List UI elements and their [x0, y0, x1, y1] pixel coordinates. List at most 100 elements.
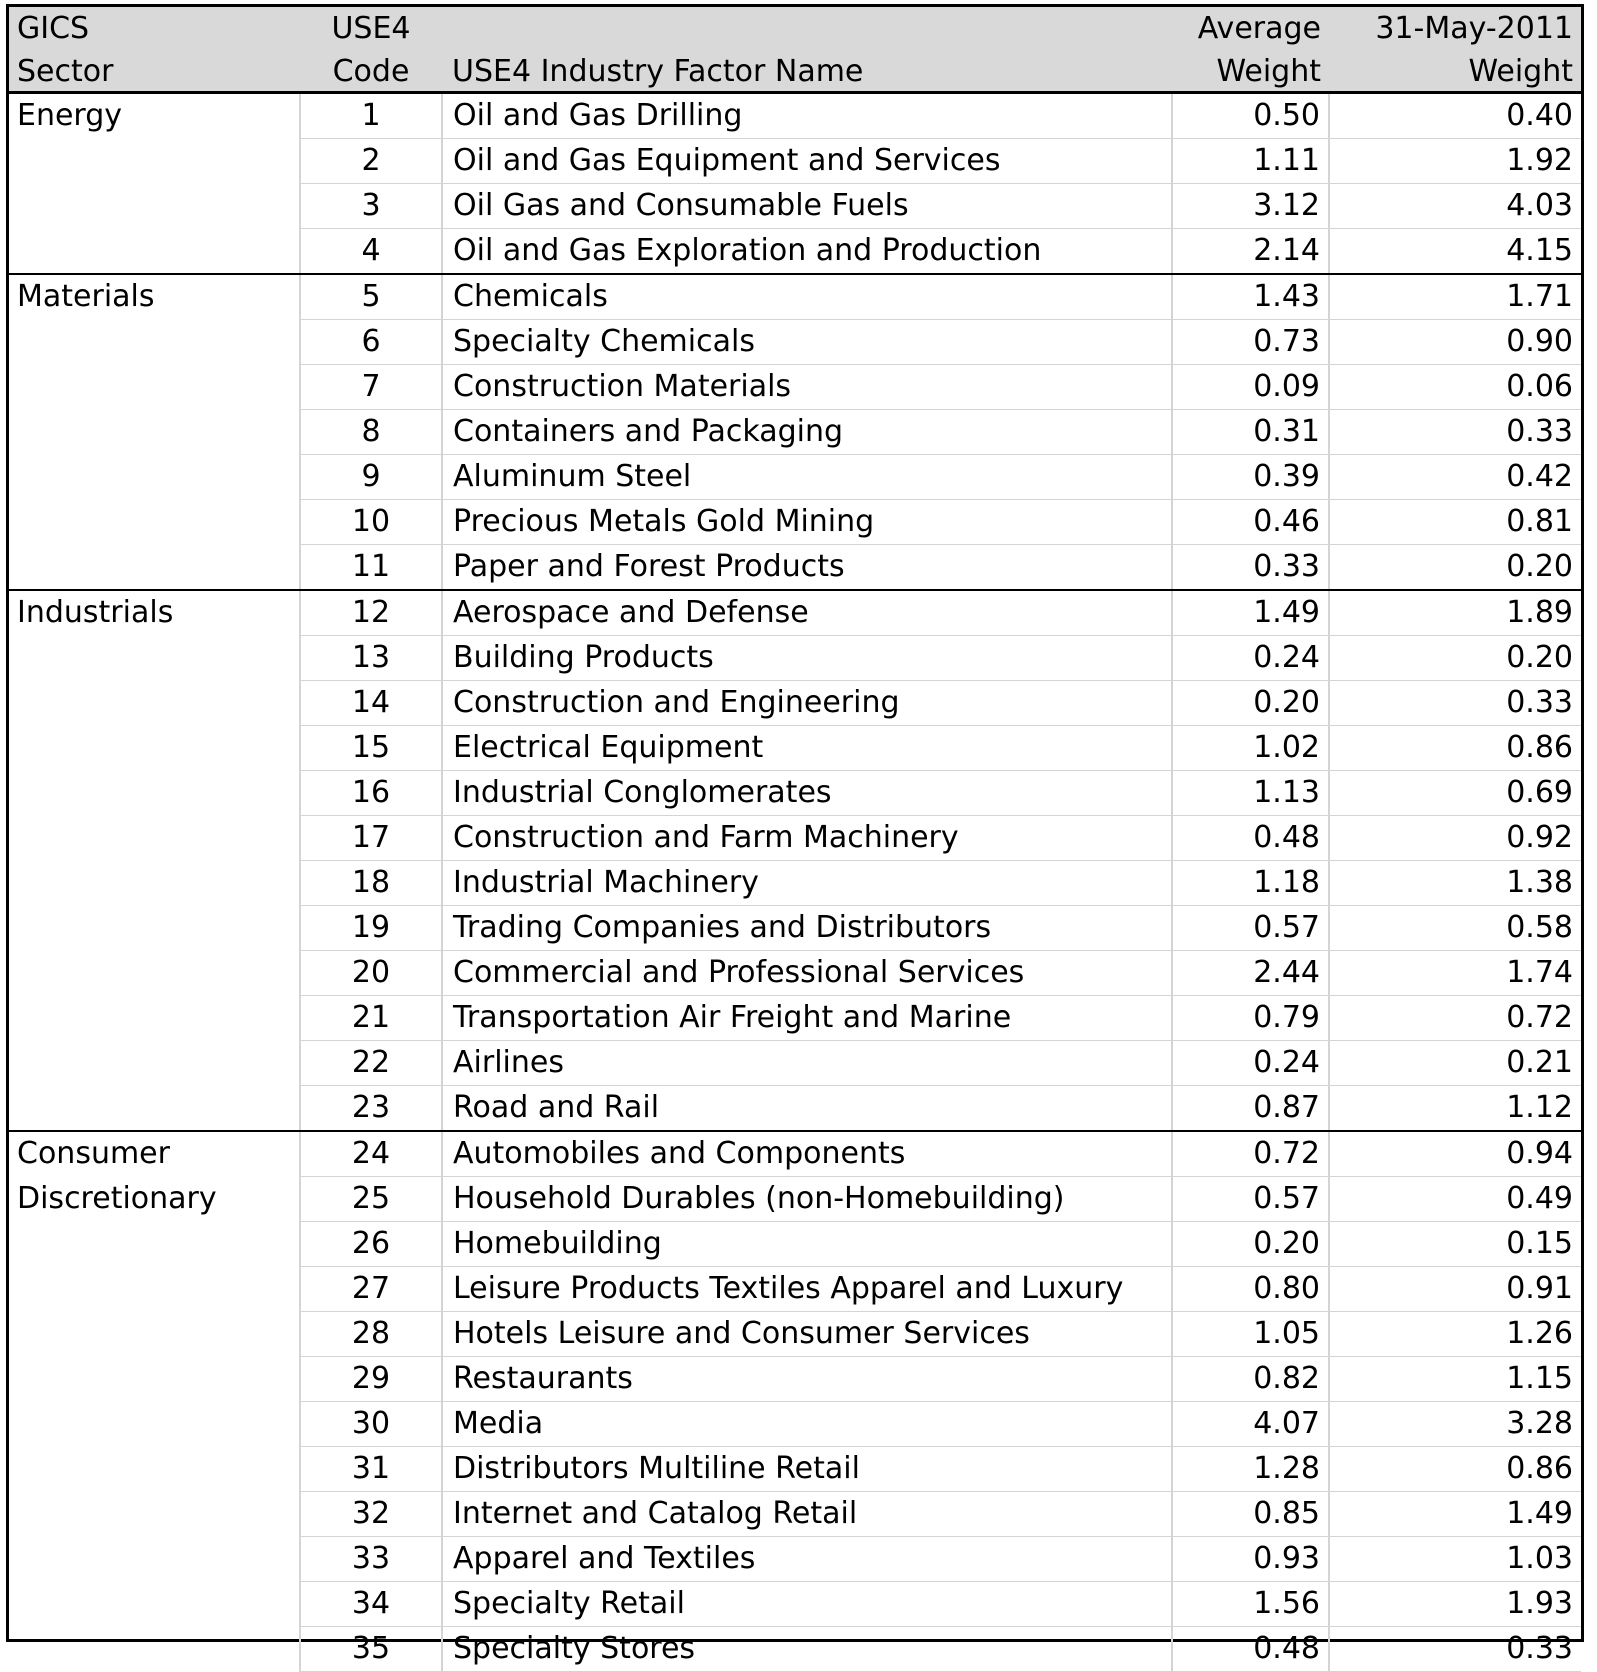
industry-name-cell: Oil Gas and Consumable Fuels — [442, 183, 1173, 229]
date-weight-cell: 1.38 — [1329, 860, 1581, 906]
industry-name-cell: Industrial Conglomerates — [442, 770, 1173, 816]
industry-name-cell: Commercial and Professional Services — [442, 950, 1173, 996]
industry-name-cell: Paper and Forest Products — [442, 544, 1173, 591]
date-weight-cell: 0.49 — [1329, 1176, 1581, 1222]
code-cell: 2 — [300, 138, 443, 184]
industry-name-cell: Building Products — [442, 635, 1173, 681]
industry-name-cell: Transportation Air Freight and Marine — [442, 995, 1173, 1041]
date-weight-cell: 0.33 — [1329, 1626, 1581, 1672]
average-weight-cell: 1.49 — [1172, 590, 1330, 636]
sector-cell — [9, 1626, 301, 1672]
header-average-line2: Weight — [1216, 54, 1321, 89]
industry-name-cell: Internet and Catalog Retail — [442, 1491, 1173, 1537]
sector-cell — [9, 860, 301, 906]
average-weight-cell: 0.33 — [1172, 544, 1330, 591]
code-cell: 11 — [300, 544, 443, 591]
industry-name-cell: Leisure Products Textiles Apparel and Lu… — [442, 1266, 1173, 1312]
table-row: 17 Construction and Farm Machinery 0.48 0.9… — [9, 815, 1581, 861]
code-cell: 32 — [300, 1491, 443, 1537]
table-row: 13 Building Products 0.24 0.20 — [9, 635, 1581, 681]
code-cell: 3 — [300, 183, 443, 229]
sector-cell: Industrials — [9, 590, 301, 636]
code-cell: 5 — [300, 274, 443, 320]
date-weight-cell: 0.58 — [1329, 905, 1581, 951]
industry-name-cell: Construction Materials — [442, 364, 1173, 410]
date-weight-cell: 0.21 — [1329, 1040, 1581, 1086]
code-cell: 25 — [300, 1176, 443, 1222]
industry-name-cell: Construction and Engineering — [442, 680, 1173, 726]
code-cell: 20 — [300, 950, 443, 996]
sector-cell — [9, 815, 301, 861]
sector-cell — [9, 1401, 301, 1447]
industry-name-cell: Oil and Gas Drilling — [442, 94, 1173, 139]
code-cell: 21 — [300, 995, 443, 1041]
table-row: Consumer 24 Automobiles and Components 0.72… — [9, 1131, 1581, 1177]
industry-name-cell: Chemicals — [442, 274, 1173, 320]
data-table: Energy 1 Oil and Gas Drilling 0.50 0.40 2 Oil … — [9, 94, 1581, 1672]
sector-cell — [9, 1356, 301, 1402]
average-weight-cell: 0.72 — [1172, 1131, 1330, 1177]
industry-name-cell: Automobiles and Components — [442, 1131, 1173, 1177]
header-industry-name: USE4 Industry Factor Name — [452, 54, 864, 89]
average-weight-cell: 0.87 — [1172, 1085, 1330, 1132]
date-weight-cell: 1.03 — [1329, 1536, 1581, 1582]
sector-cell — [9, 1311, 301, 1357]
code-cell: 10 — [300, 499, 443, 545]
average-weight-cell: 0.24 — [1172, 635, 1330, 681]
date-weight-cell: 1.74 — [1329, 950, 1581, 996]
table-row: 14 Construction and Engineering 0.20 0.33 — [9, 680, 1581, 726]
average-weight-cell: 0.82 — [1172, 1356, 1330, 1402]
sector-cell — [9, 1581, 301, 1627]
average-weight-cell: 1.11 — [1172, 138, 1330, 184]
table-row: 26 Homebuilding 0.20 0.15 — [9, 1221, 1581, 1267]
date-weight-cell: 0.81 — [1329, 499, 1581, 545]
average-weight-cell: 2.14 — [1172, 228, 1330, 275]
date-weight-cell: 0.20 — [1329, 544, 1581, 591]
code-cell: 26 — [300, 1221, 443, 1267]
table-header: GICS Sector USE4 Code USE4 Industry Fact… — [9, 7, 1581, 94]
industry-name-cell: Hotels Leisure and Consumer Services — [442, 1311, 1173, 1357]
table-row: 6 Specialty Chemicals 0.73 0.90 — [9, 319, 1581, 365]
header-code-line1: USE4 — [331, 11, 411, 46]
date-weight-cell: 1.92 — [1329, 138, 1581, 184]
industry-name-cell: Apparel and Textiles — [442, 1536, 1173, 1582]
sector-cell — [9, 770, 301, 816]
code-cell: 24 — [300, 1131, 443, 1177]
sector-cell — [9, 1266, 301, 1312]
industry-name-cell: Restaurants — [442, 1356, 1173, 1402]
code-cell: 29 — [300, 1356, 443, 1402]
industry-name-cell: Containers and Packaging — [442, 409, 1173, 455]
average-weight-cell: 1.28 — [1172, 1446, 1330, 1492]
code-cell: 12 — [300, 590, 443, 636]
table-row: 7 Construction Materials 0.09 0.06 — [9, 364, 1581, 410]
industry-name-cell: Construction and Farm Machinery — [442, 815, 1173, 861]
sector-cell — [9, 499, 301, 545]
code-cell: 27 — [300, 1266, 443, 1312]
table-row: 2 Oil and Gas Equipment and Services 1.11 1… — [9, 138, 1581, 184]
date-weight-cell: 1.12 — [1329, 1085, 1581, 1132]
sector-cell — [9, 635, 301, 681]
average-weight-cell: 0.20 — [1172, 1221, 1330, 1267]
date-weight-cell: 0.33 — [1329, 680, 1581, 726]
code-cell: 30 — [300, 1401, 443, 1447]
sector-cell — [9, 1040, 301, 1086]
sector-cell — [9, 454, 301, 500]
date-weight-cell: 0.15 — [1329, 1221, 1581, 1267]
table-row: 23 Road and Rail 0.87 1.12 — [9, 1085, 1581, 1132]
sector-cell: Materials — [9, 274, 301, 320]
industry-name-cell: Aluminum Steel — [442, 454, 1173, 500]
sector-cell — [9, 319, 301, 365]
average-weight-cell: 0.48 — [1172, 815, 1330, 861]
industry-factor-table: GICS Sector USE4 Code USE4 Industry Fact… — [6, 4, 1584, 1672]
date-weight-cell: 0.92 — [1329, 815, 1581, 861]
date-weight-cell: 0.91 — [1329, 1266, 1581, 1312]
sector-cell — [9, 138, 301, 184]
date-weight-cell: 0.40 — [1329, 94, 1581, 139]
header-sector-line1: GICS — [17, 11, 90, 46]
date-weight-cell: 0.69 — [1329, 770, 1581, 816]
industry-name-cell: Oil and Gas Equipment and Services — [442, 138, 1173, 184]
sector-cell — [9, 1085, 301, 1132]
table-row: 10 Precious Metals Gold Mining 0.46 0.81 — [9, 499, 1581, 545]
code-cell: 34 — [300, 1581, 443, 1627]
sector-cell — [9, 1536, 301, 1582]
